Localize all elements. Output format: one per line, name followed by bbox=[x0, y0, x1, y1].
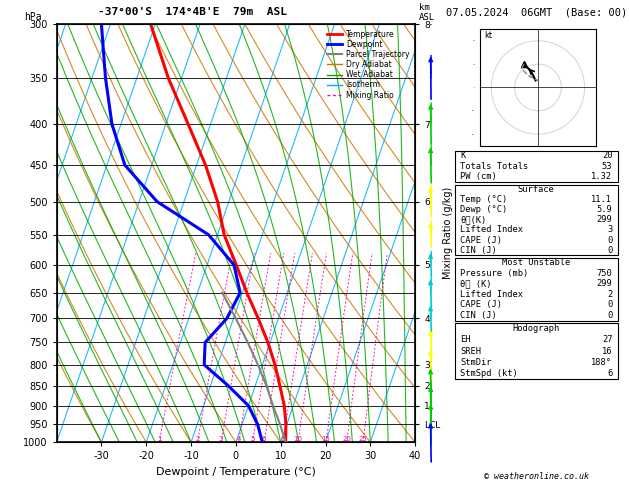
Text: -37°00'S  174°4B'E  79m  ASL: -37°00'S 174°4B'E 79m ASL bbox=[98, 7, 287, 17]
Text: θᴇ (K): θᴇ (K) bbox=[460, 279, 492, 288]
Text: 20: 20 bbox=[342, 436, 351, 442]
Text: 0: 0 bbox=[607, 245, 613, 255]
Text: 6: 6 bbox=[607, 369, 613, 378]
Text: θᴇ(K): θᴇ(K) bbox=[460, 215, 486, 225]
Text: 11.1: 11.1 bbox=[591, 195, 613, 204]
Text: 0: 0 bbox=[607, 311, 613, 320]
Text: 3: 3 bbox=[219, 436, 223, 442]
Legend: Temperature, Dewpoint, Parcel Trajectory, Dry Adiabat, Wet Adiabat, Isotherm, Mi: Temperature, Dewpoint, Parcel Trajectory… bbox=[326, 28, 411, 101]
Text: 6: 6 bbox=[262, 436, 267, 442]
Text: 2: 2 bbox=[607, 290, 613, 299]
Text: Lifted Index: Lifted Index bbox=[460, 290, 523, 299]
Text: © weatheronline.co.uk: © weatheronline.co.uk bbox=[484, 472, 589, 481]
Text: Temp (°C): Temp (°C) bbox=[460, 195, 508, 204]
Y-axis label: Mixing Ratio (g/kg): Mixing Ratio (g/kg) bbox=[443, 187, 454, 279]
Text: 299: 299 bbox=[596, 215, 613, 225]
Text: PW (cm): PW (cm) bbox=[460, 173, 497, 181]
Text: 27: 27 bbox=[602, 335, 613, 345]
Text: 2: 2 bbox=[195, 436, 199, 442]
Text: CIN (J): CIN (J) bbox=[460, 311, 497, 320]
Text: Most Unstable: Most Unstable bbox=[502, 259, 571, 267]
Text: 20: 20 bbox=[602, 152, 613, 160]
Text: 750: 750 bbox=[596, 269, 613, 278]
FancyBboxPatch shape bbox=[455, 185, 618, 255]
Text: 16: 16 bbox=[602, 347, 613, 356]
Text: 5: 5 bbox=[250, 436, 255, 442]
Text: 1.32: 1.32 bbox=[591, 173, 613, 181]
Text: CAPE (J): CAPE (J) bbox=[460, 300, 502, 310]
Text: EH: EH bbox=[460, 335, 470, 345]
Text: kt: kt bbox=[484, 32, 493, 40]
Text: CIN (J): CIN (J) bbox=[460, 245, 497, 255]
Text: CAPE (J): CAPE (J) bbox=[460, 236, 502, 244]
Text: Totals Totals: Totals Totals bbox=[460, 162, 528, 171]
Text: 5.9: 5.9 bbox=[596, 206, 613, 214]
Text: 4: 4 bbox=[237, 436, 241, 442]
Text: 299: 299 bbox=[596, 279, 613, 288]
Text: Hodograph: Hodograph bbox=[513, 324, 560, 333]
Text: 8: 8 bbox=[281, 436, 285, 442]
Text: 3: 3 bbox=[607, 226, 613, 234]
Text: 188°: 188° bbox=[591, 358, 613, 367]
Text: K: K bbox=[460, 152, 465, 160]
Text: Pressure (mb): Pressure (mb) bbox=[460, 269, 528, 278]
Text: 0: 0 bbox=[607, 236, 613, 244]
Text: 53: 53 bbox=[602, 162, 613, 171]
Text: hPa: hPa bbox=[25, 12, 42, 22]
Text: 07.05.2024  06GMT  (Base: 00): 07.05.2024 06GMT (Base: 00) bbox=[445, 7, 627, 17]
Text: Lifted Index: Lifted Index bbox=[460, 226, 523, 234]
Text: 25: 25 bbox=[359, 436, 367, 442]
Text: 15: 15 bbox=[321, 436, 330, 442]
FancyBboxPatch shape bbox=[455, 323, 618, 379]
Text: Surface: Surface bbox=[518, 185, 555, 194]
Text: 0: 0 bbox=[607, 300, 613, 310]
Text: km
ASL: km ASL bbox=[419, 3, 435, 22]
FancyBboxPatch shape bbox=[455, 258, 618, 321]
X-axis label: Dewpoint / Temperature (°C): Dewpoint / Temperature (°C) bbox=[156, 467, 316, 477]
Text: 1: 1 bbox=[157, 436, 162, 442]
Text: StmDir: StmDir bbox=[460, 358, 492, 367]
Text: Dewp (°C): Dewp (°C) bbox=[460, 206, 508, 214]
Text: 10: 10 bbox=[294, 436, 303, 442]
FancyBboxPatch shape bbox=[455, 151, 618, 182]
Text: SREH: SREH bbox=[460, 347, 481, 356]
Text: StmSpd (kt): StmSpd (kt) bbox=[460, 369, 518, 378]
